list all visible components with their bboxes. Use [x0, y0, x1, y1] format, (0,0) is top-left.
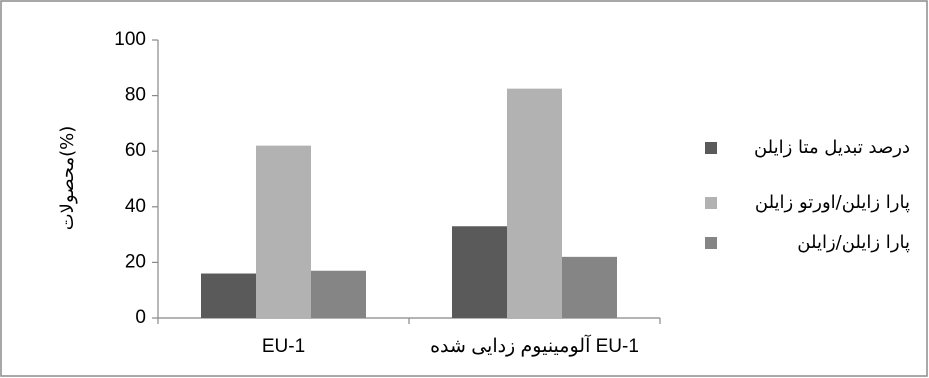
y-tick-label: 80: [125, 85, 146, 106]
legend-label: درصد تبدیل متا زایلن: [754, 137, 910, 158]
y-tick-label: 20: [125, 251, 146, 272]
legend-swatch: [705, 237, 717, 249]
bar: [562, 256, 617, 318]
bar: [201, 273, 256, 318]
bar: [452, 226, 507, 318]
legend-swatch: [705, 142, 717, 154]
y-tick-group: 0 20 40 60 80 100: [114, 29, 158, 328]
x-category-label: آلومینیوم زدایی شده EU-1: [430, 334, 639, 357]
y-axis-title: محصولات(%): [57, 126, 78, 231]
y-tick-label: 0: [135, 307, 146, 328]
y-axis: 0 20 40 60 80 100: [114, 29, 159, 328]
legend-swatch: [705, 197, 717, 209]
y-tick-label: 60: [125, 140, 146, 161]
bar: [256, 145, 311, 318]
legend: درصد تبدیل متا زایلن پارا زایلن/اورتو زای…: [705, 137, 910, 253]
x-category-label: EU-1: [262, 336, 305, 357]
legend-label: پارا زایلن/زایلن: [797, 232, 910, 253]
bar: [507, 88, 562, 319]
y-tick-label: 100: [114, 29, 146, 50]
y-tick-label: 40: [125, 196, 146, 217]
legend-label: پارا زایلن/اورتو زایلن: [755, 192, 910, 213]
bar: [311, 270, 366, 318]
bar-group: [201, 88, 617, 319]
x-tick-group: EU-1 آلومینیوم زدایی شده EU-1: [157, 318, 661, 357]
